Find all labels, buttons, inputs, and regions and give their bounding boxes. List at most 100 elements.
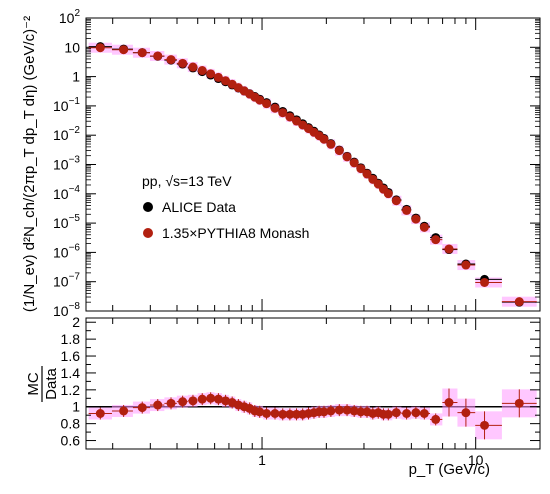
ratio-point xyxy=(383,409,393,419)
spectrum-y-axis-label: (1/N_ev) d²N_ch/(2πp_T dp_T dη) (GeV/c)⁻… xyxy=(21,16,38,312)
ratio-point xyxy=(461,408,471,418)
ratio-point xyxy=(137,403,147,413)
ratio-x-axis-label: p_T (GeV/c) xyxy=(409,461,490,478)
pythia-point xyxy=(197,66,207,76)
ratio-y-tick-label: 1.4 xyxy=(61,365,81,381)
ratio-label-denominator: Data xyxy=(43,368,60,400)
tick-exponent: −7 xyxy=(69,272,81,283)
ratio-point xyxy=(278,409,288,419)
ratio-point xyxy=(356,407,366,417)
legend-label-pythia: 1.35×PYTHIA8 Monash xyxy=(162,225,309,241)
pythia-point xyxy=(411,214,421,224)
pythia-point xyxy=(402,205,412,215)
spectrum-y-tick-label: 10−4 xyxy=(53,184,80,202)
ratio-point xyxy=(95,409,105,419)
ratio-point xyxy=(402,409,412,419)
ratio-y-tick-label: 1 xyxy=(72,399,80,415)
pythia-point xyxy=(349,158,359,168)
pythia-point xyxy=(383,189,393,199)
pythia-point xyxy=(137,48,147,58)
tick-exponent: 2 xyxy=(74,8,80,19)
legend-label-alice: ALICE Data xyxy=(162,199,236,215)
ratio-point xyxy=(411,408,421,418)
pythia-point xyxy=(285,112,295,122)
ratio-point xyxy=(119,406,129,416)
pythia-point xyxy=(444,244,454,254)
pythia-point xyxy=(419,222,429,232)
pythia-point xyxy=(342,152,352,162)
ratio-plot-frame xyxy=(85,317,541,450)
ratio-point xyxy=(480,420,490,430)
spectrum-y-tick-label: 10−1 xyxy=(53,96,80,114)
ratio-point xyxy=(178,397,188,407)
ratio-point xyxy=(213,394,223,404)
pythia-point xyxy=(213,72,223,82)
ratio-point xyxy=(197,394,207,404)
ratio-y-tick-label: 1.6 xyxy=(61,348,81,364)
ratio-point xyxy=(391,408,401,418)
pythia-point xyxy=(188,62,198,72)
ratio-y-ticks: 0.60.811.21.41.61.82 xyxy=(61,314,540,450)
pythia-point xyxy=(206,69,216,79)
pythia-point xyxy=(153,51,163,61)
pythia-point xyxy=(119,45,129,55)
pythia-point xyxy=(480,277,490,287)
spectrum-y-tick-label: 10−7 xyxy=(53,272,80,290)
ratio-point xyxy=(255,407,265,417)
legend-marker-alice xyxy=(143,202,153,212)
pythia-point xyxy=(319,134,329,144)
ratio-x-tick-label: 10 xyxy=(468,452,484,468)
tick-exponent: −4 xyxy=(69,184,81,195)
spectrum-y-tick-label: 10−6 xyxy=(53,242,80,260)
ratio-point xyxy=(153,400,163,410)
ratio-point xyxy=(326,406,336,416)
tick-exponent: −3 xyxy=(69,155,81,166)
ratio-point xyxy=(188,396,198,406)
ratio-label-numerator: MC xyxy=(25,372,42,395)
pythia-point xyxy=(461,260,471,270)
pythia-point xyxy=(221,76,231,86)
ratio-points xyxy=(88,388,537,440)
ratio-x-ticks: 1 10 xyxy=(112,318,541,468)
pythia-point xyxy=(514,297,524,307)
pythia-point xyxy=(431,235,441,245)
tick-exponent: −5 xyxy=(69,213,81,224)
ratio-y-tick-label: 0.6 xyxy=(61,433,81,449)
collision-annotation: pp, √s=13 TeV xyxy=(142,173,232,189)
ratio-point xyxy=(166,398,176,408)
ratio-point xyxy=(349,406,359,416)
ratio-point xyxy=(419,409,429,419)
ratio-point xyxy=(342,405,352,415)
tick-exponent: −6 xyxy=(69,242,81,253)
ratio-y-tick-label: 1.8 xyxy=(61,331,81,347)
pythia-point xyxy=(278,108,288,118)
pythia-point xyxy=(270,103,280,113)
pythia-point xyxy=(326,139,336,149)
pythia-point xyxy=(356,164,366,174)
ratio-panel: 0.60.811.21.41.61.82 1 10 MC Data p_T (Ge… xyxy=(25,314,541,478)
spectrum-x-ticks xyxy=(112,18,541,311)
ratio-point xyxy=(514,398,524,408)
pythia-point xyxy=(391,196,401,206)
ratio-y-axis-label: MC Data xyxy=(25,366,60,402)
legend-marker-pythia xyxy=(143,228,153,238)
ratio-point xyxy=(270,409,280,419)
pythia-point xyxy=(255,95,265,105)
pythia-point xyxy=(166,55,176,65)
ratio-point xyxy=(444,398,454,408)
spectrum-y-tick-label: 1 xyxy=(72,69,80,85)
pythia-points xyxy=(88,43,537,307)
ratio-point xyxy=(262,409,272,419)
ratio-point xyxy=(292,409,302,419)
pythia-point xyxy=(334,146,344,156)
pythia-point xyxy=(362,169,372,179)
ratio-y-tick-label: 2 xyxy=(72,314,80,330)
spectrum-y-tick-label: 10−5 xyxy=(53,213,80,231)
tick-exponent: −8 xyxy=(69,301,81,312)
spectrum-y-tick-label: 10 xyxy=(64,39,80,55)
tick-exponent: −1 xyxy=(69,96,81,107)
ratio-point xyxy=(206,393,216,403)
ratio-x-tick-label: 1 xyxy=(258,452,266,468)
ratio-point xyxy=(319,407,329,417)
